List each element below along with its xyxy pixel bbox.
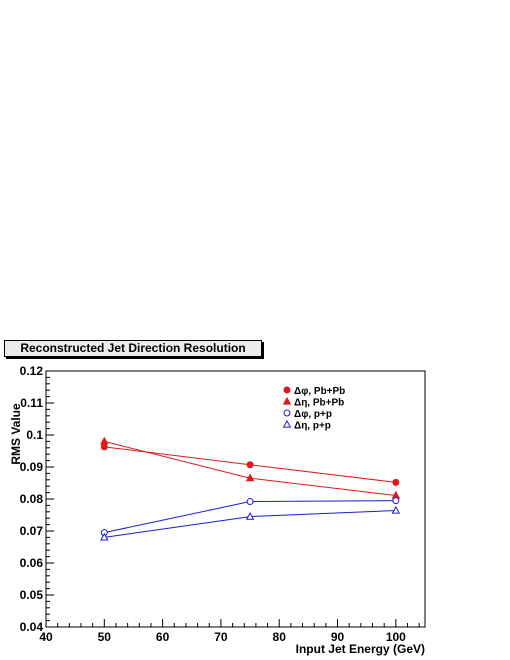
series-2 <box>100 497 400 537</box>
y-tick-label: 0.06 <box>20 556 44 570</box>
y-tick-label: 0.07 <box>20 524 44 538</box>
y-tick-label: 0.04 <box>20 620 44 634</box>
series-0 <box>100 443 400 486</box>
legend-marker <box>283 409 291 417</box>
series-line <box>104 440 396 496</box>
y-tick-label: 0.11 <box>20 396 43 410</box>
data-point <box>100 532 109 541</box>
axes: 40 50 60 70 80 90 100 0.04 0.05 0.06 0.07 0.08 0.09 0… <box>20 364 420 644</box>
data-point <box>100 436 109 445</box>
y-axis-title: RMS Value <box>9 403 23 465</box>
legend-marker <box>282 396 292 405</box>
series-layer <box>100 436 401 541</box>
data-point <box>245 473 255 482</box>
legend-marker <box>283 386 291 394</box>
data-point <box>391 505 401 514</box>
data-point <box>246 498 254 506</box>
chart-title: Reconstructed Jet Direction Resolution <box>4 340 262 357</box>
legend-label: Δφ, p+p <box>294 409 332 420</box>
x-tick-label: 80 <box>273 630 287 644</box>
data-point <box>392 497 400 505</box>
y-tick-label: 0.08 <box>20 492 44 506</box>
series-1 <box>100 436 401 499</box>
legend-label: Δη, Pb+Pb <box>294 398 344 409</box>
x-tick-label: 60 <box>156 630 170 644</box>
x-tick-label: 90 <box>331 630 345 644</box>
data-point <box>246 461 254 469</box>
y-tick-label: 0.09 <box>20 460 44 474</box>
legend-marker <box>282 419 292 428</box>
x-axis-title: Input Jet Energy (GeV) <box>296 642 425 656</box>
y-tick-label: 0.12 <box>20 364 44 378</box>
x-tick-label: 70 <box>214 630 228 644</box>
x-tick-label: 40 <box>39 630 53 644</box>
y-tick-label: 0.1 <box>26 428 43 442</box>
legend-label: Δη, p+p <box>294 421 331 432</box>
data-point <box>392 478 400 486</box>
plot-frame <box>45 370 426 628</box>
y-tick-label: 0.05 <box>20 588 44 602</box>
series-3 <box>100 505 401 541</box>
x-tick-label: 100 <box>386 630 406 644</box>
data-point <box>100 443 108 451</box>
x-tick-label: 50 <box>98 630 112 644</box>
data-point <box>245 511 255 520</box>
legend-label: Δφ, Pb+Pb <box>294 386 345 397</box>
